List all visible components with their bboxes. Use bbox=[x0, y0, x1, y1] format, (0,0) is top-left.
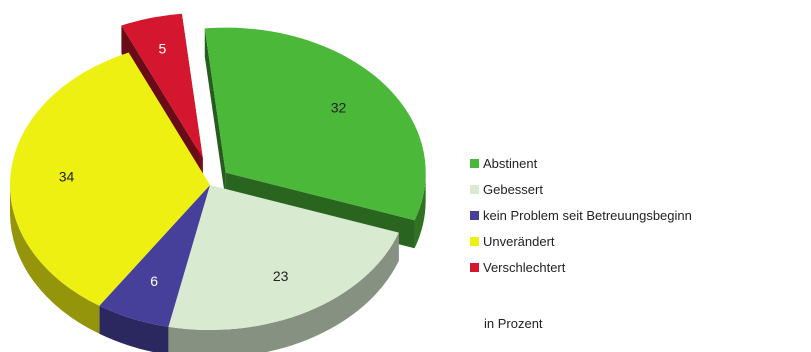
legend-label: Unverändert bbox=[483, 233, 555, 249]
pie-value-labels: 32 23 6 34 5 bbox=[59, 41, 347, 290]
pie-slice-cut-face bbox=[204, 28, 226, 201]
legend-swatch bbox=[470, 262, 479, 272]
legend-item: kein Problem seit Betreuungsbeginn bbox=[470, 202, 692, 228]
pie-value-label: 5 bbox=[158, 41, 166, 57]
legend-swatch bbox=[470, 158, 479, 168]
pie-top bbox=[9, 13, 426, 330]
legend-label: kein Problem seit Betreuungsbeginn bbox=[483, 207, 692, 223]
pie-value-label: 32 bbox=[331, 100, 347, 116]
legend-label: Verschlechtert bbox=[483, 259, 566, 275]
legend-item: Abstinent bbox=[470, 150, 692, 176]
pie-slice-side bbox=[414, 172, 426, 249]
pie-value-label: 34 bbox=[59, 168, 75, 184]
legend-item: Verschlechtert bbox=[470, 254, 692, 280]
legend-label: Abstinent bbox=[483, 155, 538, 171]
legend-item: Gebessert bbox=[470, 176, 692, 202]
pie-slice-side bbox=[10, 185, 100, 334]
pie-slice-unver-ndert bbox=[9, 52, 210, 306]
pie-value-label: 23 bbox=[273, 268, 289, 284]
legend-label: Gebessert bbox=[483, 181, 543, 197]
legend: Abstinent Gebessert kein Problem seit Betr… bbox=[470, 150, 692, 280]
legend-note-wrapper: in Prozent bbox=[470, 316, 543, 331]
pie-slice-gebessert bbox=[168, 185, 399, 330]
legend-swatch bbox=[470, 184, 479, 194]
pie-slice-verschlechtert bbox=[121, 13, 203, 158]
pie-slice-side bbox=[168, 232, 399, 352]
legend-swatch bbox=[470, 236, 479, 246]
pie-slice-kein-problem-seit-betreuungsbeginn bbox=[99, 185, 210, 327]
legend-item: Unverändert bbox=[470, 228, 692, 254]
unit-note: in Prozent bbox=[484, 316, 543, 331]
pie-value-label: 6 bbox=[150, 273, 158, 289]
pie-slice-side bbox=[99, 305, 169, 352]
pie-slice-abstinent bbox=[204, 27, 426, 221]
legend-swatch bbox=[470, 210, 479, 220]
